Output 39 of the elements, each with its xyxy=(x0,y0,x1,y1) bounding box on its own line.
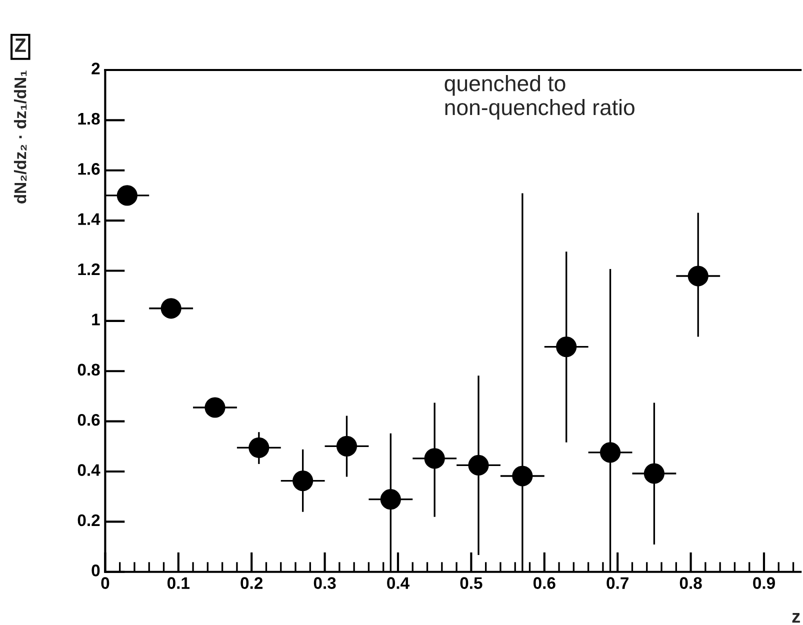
chart-title: Z xyxy=(15,38,26,52)
x-tick-label: 0.4 xyxy=(387,577,410,589)
y-tick-label: 1.6 xyxy=(78,163,100,175)
y-tick-label: 2 xyxy=(92,62,100,74)
y-tick-label: 1.4 xyxy=(78,213,100,225)
y-tick-label: 1 xyxy=(92,314,100,326)
x-tick-label: 0.7 xyxy=(606,577,628,589)
point xyxy=(512,466,533,486)
point xyxy=(336,436,358,456)
point xyxy=(248,437,270,458)
x-tick-label: 0.9 xyxy=(753,577,775,589)
point xyxy=(204,397,226,418)
point xyxy=(644,463,664,484)
y-tick-label: 0.4 xyxy=(78,464,100,476)
x-axis-title: z xyxy=(792,613,800,623)
annotation: quenched to non-quenched ratio xyxy=(444,75,634,120)
y-tick-label: 1.2 xyxy=(78,263,100,276)
point xyxy=(688,266,708,286)
point xyxy=(380,489,401,510)
y-axis-title: dN₂/dz₂ · dz₁/dN₁ xyxy=(14,70,27,204)
y-tick-label: 1.8 xyxy=(78,112,100,125)
point xyxy=(160,298,182,319)
x-tick-label: 0.6 xyxy=(533,577,556,589)
y-tick-label: 0 xyxy=(92,564,100,576)
y-tick-label: 0.6 xyxy=(78,414,100,426)
y-tick-label: 0.8 xyxy=(78,364,100,376)
x-tick-label: 0.5 xyxy=(460,577,482,589)
x-tick-label: 0.8 xyxy=(680,577,702,589)
y-tick-label: 0.2 xyxy=(78,514,100,526)
point xyxy=(424,448,445,469)
x-tick-label: 0.3 xyxy=(314,577,336,589)
point xyxy=(556,336,577,358)
point xyxy=(468,454,489,476)
point xyxy=(600,442,621,463)
x-tick-label: 0.1 xyxy=(167,577,190,589)
x-tick-label: 0 xyxy=(101,577,110,589)
x-tick-label: 0.2 xyxy=(240,577,263,589)
point xyxy=(292,470,314,492)
point xyxy=(116,185,138,206)
